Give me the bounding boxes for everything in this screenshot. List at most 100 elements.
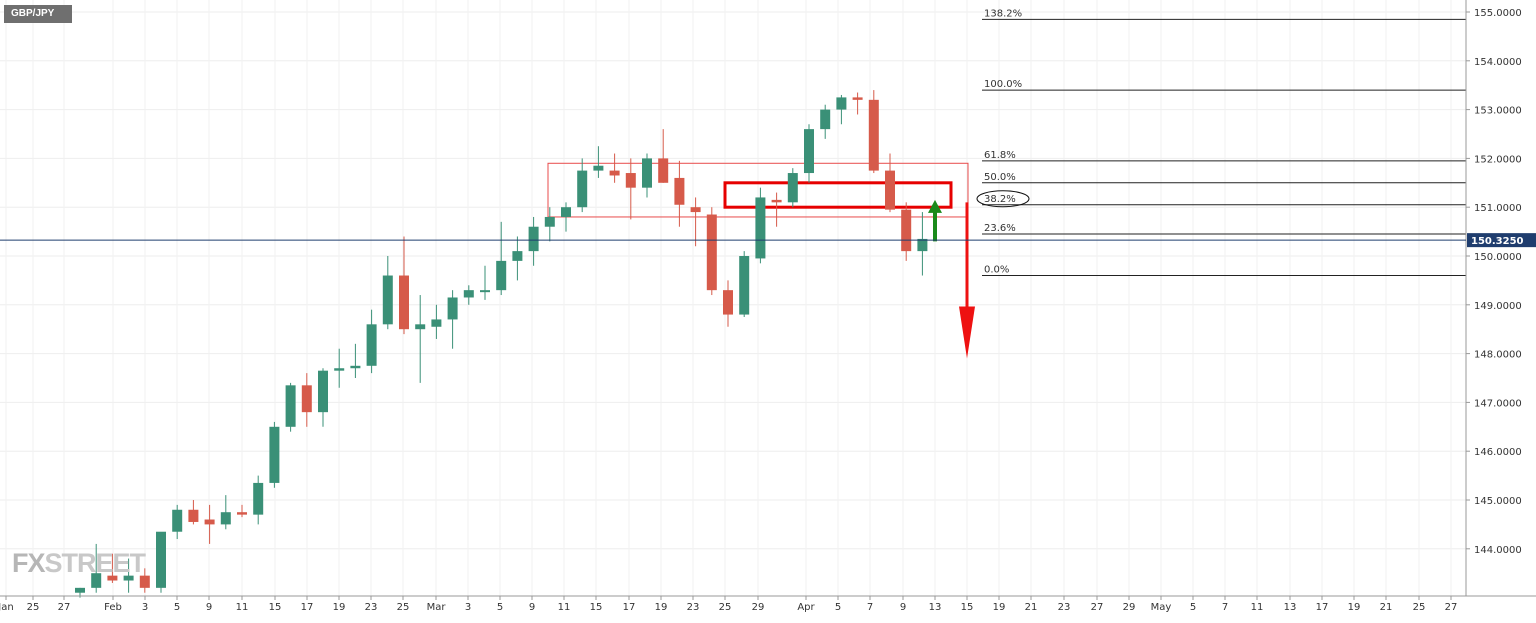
y-tick-label: 145.0000	[1474, 496, 1522, 507]
candle	[674, 160, 685, 227]
y-tick-label: 153.0000	[1474, 106, 1522, 117]
candle	[561, 202, 571, 232]
candle-body	[301, 385, 312, 413]
up-arrow-head	[928, 199, 942, 213]
candle	[382, 256, 393, 330]
x-tick-label: 17	[301, 602, 314, 613]
candle-body	[804, 129, 814, 174]
candle	[431, 304, 442, 339]
candle	[496, 221, 507, 296]
candle-body	[269, 426, 280, 483]
y-tick-label: 154.0000	[1474, 57, 1522, 68]
candle	[139, 568, 150, 593]
candle	[901, 202, 912, 261]
candle	[350, 343, 361, 378]
candle	[91, 543, 102, 593]
candle-body	[917, 238, 928, 252]
candle-body	[220, 512, 231, 525]
candle	[528, 216, 539, 266]
candle-body	[528, 226, 539, 252]
candle-body	[447, 297, 458, 320]
x-tick-label: 15	[269, 602, 282, 613]
y-tick-label: 150.0000	[1474, 252, 1522, 263]
candle	[787, 168, 798, 208]
candle	[463, 285, 474, 305]
x-tick-label: 19	[333, 602, 346, 613]
y-tick-label: 151.0000	[1474, 203, 1522, 214]
candle-body	[75, 587, 85, 593]
candle	[739, 251, 750, 317]
candle-body	[204, 519, 215, 525]
y-tick-label: 146.0000	[1474, 447, 1522, 458]
x-tick-label: 5	[497, 602, 503, 613]
candle-body	[480, 290, 490, 293]
candle	[820, 104, 831, 139]
x-tick-label: 7	[1222, 602, 1228, 613]
candle-body	[739, 256, 750, 315]
candle-body	[512, 251, 523, 261]
candle-body	[706, 214, 717, 291]
logo-fx: FX	[12, 548, 46, 578]
x-tick-label: 19	[1348, 602, 1361, 613]
x-tick-label: 7	[867, 602, 873, 613]
y-tick-label: 148.0000	[1474, 350, 1522, 361]
candle-body	[820, 109, 831, 130]
y-tick-label: 149.0000	[1474, 301, 1522, 312]
candle-body	[91, 573, 102, 588]
y-tick-label: 155.0000	[1474, 8, 1522, 19]
candle	[237, 504, 247, 518]
candle-body	[382, 275, 393, 325]
candle	[544, 207, 555, 242]
candle	[188, 500, 199, 525]
candle	[301, 373, 312, 427]
candle	[690, 197, 701, 247]
price-label: 150.3250	[1471, 236, 1524, 247]
candle-body	[366, 324, 377, 366]
candle	[723, 280, 733, 327]
fib-label: 50.0%	[984, 172, 1016, 183]
x-tick-label: 9	[206, 602, 212, 613]
candle-body	[107, 575, 118, 581]
candle-body	[609, 170, 620, 176]
candle-body	[544, 216, 555, 227]
fib-highlight-ellipse	[976, 190, 1030, 208]
candle-body	[496, 260, 507, 291]
arrows	[928, 199, 975, 359]
x-tick-label: 15	[961, 602, 974, 613]
x-tick-label: 13	[929, 602, 942, 613]
candles	[75, 90, 928, 598]
candle-body	[755, 197, 766, 259]
candle	[593, 146, 604, 178]
x-tick-label: 13	[1284, 602, 1297, 613]
y-tick-label: 147.0000	[1474, 398, 1522, 409]
candle-body	[593, 165, 604, 171]
candle-body	[577, 170, 588, 208]
candle-body	[723, 290, 733, 315]
candle-body	[188, 509, 199, 522]
candle-body	[642, 158, 652, 188]
x-tick-label: 21	[1380, 602, 1393, 613]
candle	[706, 207, 717, 296]
candle-body	[885, 170, 895, 210]
fib-label: 38.2%	[984, 194, 1016, 205]
x-tick-label: 9	[900, 602, 906, 613]
candle	[366, 309, 377, 374]
candle	[269, 421, 280, 488]
x-tick-label: 29	[1123, 602, 1136, 613]
candle	[480, 265, 490, 300]
candle-body	[172, 509, 183, 532]
x-tick-label: 23	[687, 602, 700, 613]
candle-body	[431, 319, 442, 327]
candle	[253, 475, 264, 525]
x-tick-label: 17	[623, 602, 636, 613]
candle	[771, 192, 782, 227]
candle-body	[350, 365, 361, 369]
candle	[447, 290, 458, 349]
x-tick-label: 25	[27, 602, 40, 613]
candle	[804, 124, 814, 183]
candle-body	[318, 370, 328, 413]
y-tick-label: 144.0000	[1474, 545, 1522, 556]
